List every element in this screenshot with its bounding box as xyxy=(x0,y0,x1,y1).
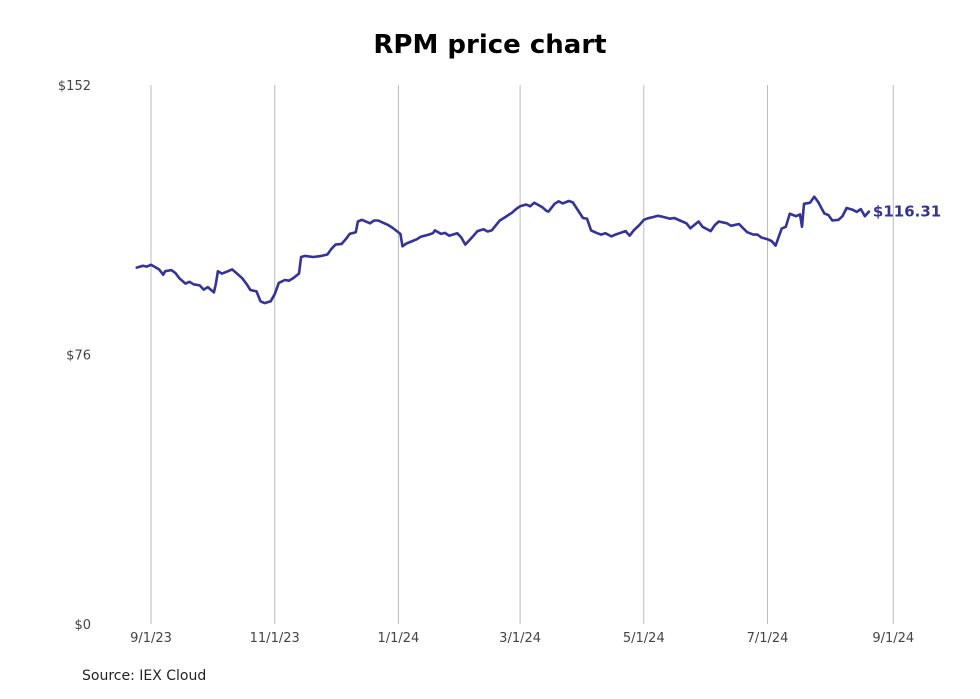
gridlines xyxy=(150,85,894,624)
price-series-line xyxy=(135,195,871,305)
y-axis-ticks: $0 $76 $152 xyxy=(58,79,91,633)
x-tick-label: 3/1/24 xyxy=(499,631,541,646)
x-axis-ticks: 9/1/23 11/1/23 1/1/24 3/1/24 5/1/24 7/1/24 9/1… xyxy=(130,631,914,646)
x-tick-label: 9/1/23 xyxy=(130,631,172,646)
last-price-label: $116.31 xyxy=(873,203,941,221)
source-note: Source: IEX Cloud xyxy=(82,668,207,684)
y-tick-label: $152 xyxy=(58,79,91,94)
y-tick-label: $0 xyxy=(74,618,91,633)
x-tick-label: 1/1/24 xyxy=(377,631,419,646)
x-tick-label: 7/1/24 xyxy=(747,631,789,646)
x-tick-label: 11/1/23 xyxy=(250,631,300,646)
chart-title: RPM price chart xyxy=(373,30,607,60)
x-tick-label: 9/1/24 xyxy=(872,631,914,646)
y-tick-label: $76 xyxy=(66,349,91,364)
x-tick-label: 5/1/24 xyxy=(623,631,665,646)
